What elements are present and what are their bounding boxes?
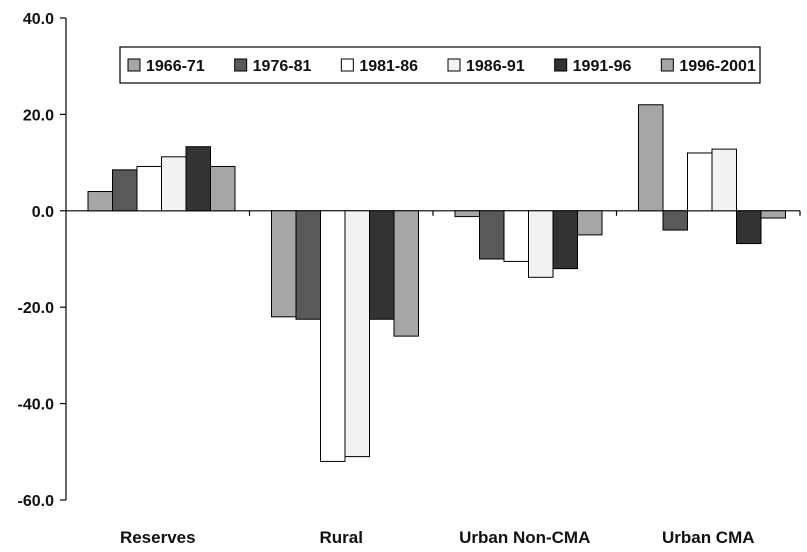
- bar-1981-86-rural: [320, 210, 346, 462]
- bar-1986-91-urban-non-cma: [528, 210, 554, 278]
- x-category-label: Reserves: [120, 528, 196, 547]
- y-tick-label: -20.0: [18, 300, 55, 317]
- legend-label: 1996-2001: [679, 58, 756, 75]
- axes: 40.0 20.0 0.0 -20.0 -40.0 -60.0 Reserves Rural U…: [18, 11, 801, 547]
- legend-swatch: [340, 58, 354, 72]
- bar-1996-2001-reserves: [210, 165, 236, 212]
- bar-1976-81-urban-cma: [662, 210, 688, 231]
- bar-1981-86-urban-cma: [687, 152, 713, 212]
- bar-1996-2001-urban-non-cma: [577, 210, 603, 236]
- legend-box: [119, 46, 761, 84]
- bar-1966-71-rural: [271, 210, 297, 318]
- x-category-label: Rural: [320, 528, 363, 547]
- y-tick-label: -40.0: [18, 397, 55, 414]
- bar-1991-96-rural: [369, 210, 395, 320]
- legend-label: 1991-96: [573, 58, 632, 75]
- bar-1991-96-urban-non-cma: [552, 210, 578, 270]
- bar-1981-86-reserves: [136, 165, 162, 212]
- legend-label: 1966-71: [146, 58, 205, 75]
- y-tick-label: 20.0: [23, 107, 54, 124]
- bar-1986-91-urban-cma: [711, 148, 737, 212]
- legend-label: 1981-86: [359, 58, 418, 75]
- legend-swatch: [127, 58, 141, 72]
- bar-1991-96-reserves: [185, 146, 211, 212]
- legend-label: 1976-81: [253, 58, 312, 75]
- bar-1986-91-reserves: [161, 156, 187, 212]
- bar-1966-71-reserves: [87, 191, 113, 212]
- bar-1976-81-rural: [295, 210, 321, 320]
- y-tick-label: 0.0: [32, 204, 54, 221]
- bar-1976-81-urban-non-cma: [479, 210, 505, 260]
- x-category-label: Urban Non-CMA: [459, 528, 590, 547]
- legend: 1966-71 1976-81 1981-86 1986-91 1991-96 1996-…: [119, 46, 761, 84]
- bar-1966-71-urban-non-cma: [454, 210, 480, 218]
- legend-swatch: [554, 58, 568, 72]
- legend-label: 1986-91: [466, 58, 525, 75]
- x-category-label: Urban CMA: [662, 528, 755, 547]
- bar-1966-71-urban-cma: [638, 104, 664, 212]
- legend-swatch: [660, 58, 674, 72]
- bar-1976-81-reserves: [112, 169, 138, 212]
- legend-swatch: [447, 58, 461, 72]
- bar-1996-2001-rural: [393, 210, 419, 337]
- bar-1991-96-urban-cma: [736, 210, 762, 245]
- bar-1981-86-urban-non-cma: [503, 210, 529, 262]
- legend-swatch: [234, 58, 248, 72]
- y-tick-label: 40.0: [23, 11, 54, 28]
- bars: [87, 104, 786, 462]
- y-tick-label: -60.0: [18, 493, 55, 510]
- bar-1996-2001-urban-cma: [760, 210, 786, 219]
- bar-1986-91-rural: [344, 210, 370, 458]
